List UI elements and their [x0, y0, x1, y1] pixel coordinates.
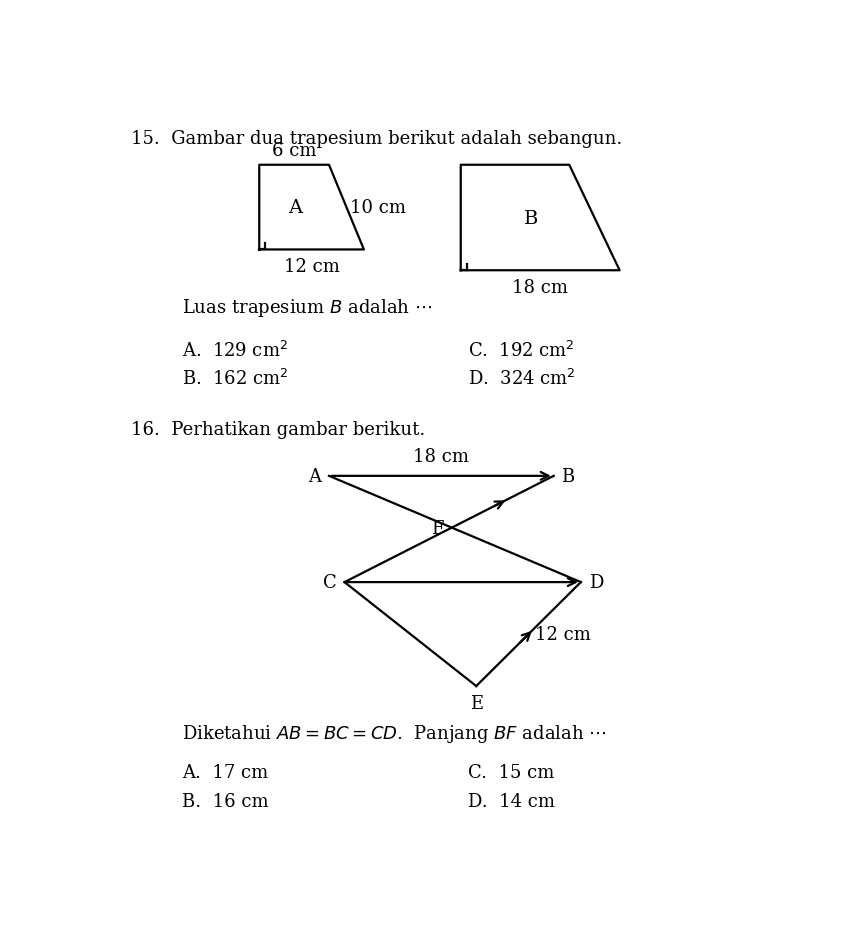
Text: A.  17 cm: A. 17 cm	[182, 764, 268, 782]
Text: 15.  Gambar dua trapesium berikut adalah sebangun.: 15. Gambar dua trapesium berikut adalah …	[131, 130, 623, 148]
Text: 12 cm: 12 cm	[535, 626, 591, 644]
Text: A.  129 cm$^2$: A. 129 cm$^2$	[182, 340, 288, 361]
Text: 18 cm: 18 cm	[413, 447, 470, 465]
Text: A: A	[308, 467, 321, 485]
Text: D.  14 cm: D. 14 cm	[469, 792, 555, 810]
Text: Luas trapesium $B$ adalah $\cdots$: Luas trapesium $B$ adalah $\cdots$	[182, 296, 432, 318]
Text: C.  192 cm$^2$: C. 192 cm$^2$	[469, 340, 575, 361]
Text: B: B	[524, 210, 539, 228]
Text: D: D	[588, 574, 603, 592]
Text: F: F	[432, 519, 444, 537]
Text: C.  15 cm: C. 15 cm	[469, 764, 554, 782]
Text: 16.  Perhatikan gambar berikut.: 16. Perhatikan gambar berikut.	[131, 421, 426, 439]
Text: B.  16 cm: B. 16 cm	[182, 792, 268, 810]
Text: Diketahui $AB = BC = CD$.  Panjang $BF$ adalah $\cdots$: Diketahui $AB = BC = CD$. Panjang $BF$ a…	[182, 722, 606, 745]
Text: 18 cm: 18 cm	[512, 278, 568, 296]
Text: 6 cm: 6 cm	[272, 142, 317, 160]
Text: D.  324 cm$^2$: D. 324 cm$^2$	[469, 369, 576, 389]
Text: C: C	[323, 574, 336, 592]
Text: B: B	[561, 467, 574, 485]
Text: A: A	[288, 199, 302, 217]
Text: 12 cm: 12 cm	[284, 258, 339, 276]
Text: E: E	[470, 694, 483, 712]
Text: 10 cm: 10 cm	[350, 199, 407, 217]
Text: B.  162 cm$^2$: B. 162 cm$^2$	[182, 369, 288, 389]
